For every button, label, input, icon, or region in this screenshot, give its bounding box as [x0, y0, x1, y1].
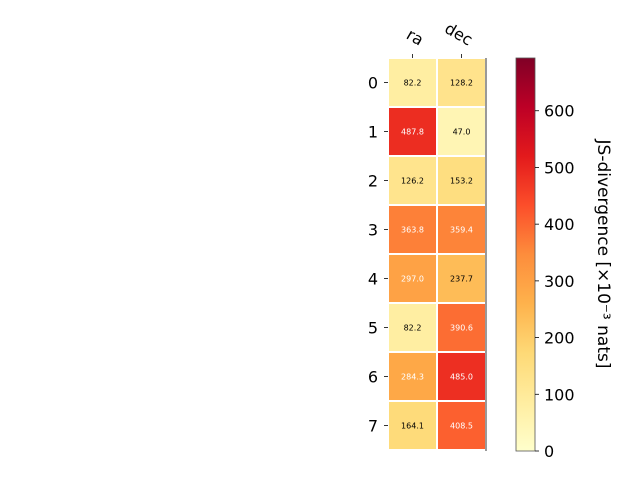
cell-value-label-7-0: 164.1	[401, 422, 424, 431]
cell-value-label-6-1: 485.0	[450, 373, 473, 382]
cell-value-label-3-0: 363.8	[401, 226, 424, 235]
cell-value-label-0-1: 128.2	[450, 79, 473, 88]
colorbar-tick-label-200: 200	[544, 329, 575, 348]
cell-value-label-4-0: 297.0	[401, 275, 424, 284]
row-label-2: 2	[368, 172, 378, 191]
colorbar-label: JS-divergence [×10⁻³ nats]	[593, 139, 613, 369]
row-label-1: 1	[368, 123, 378, 142]
row-label-3: 3	[368, 221, 378, 240]
row-label-6: 6	[368, 368, 378, 387]
heatmap-cell-5-1	[438, 304, 485, 351]
cell-value-label-7-1: 408.5	[450, 422, 473, 431]
heatmap-cell-0-1	[438, 59, 485, 106]
cell-value-label-4-1: 237.7	[450, 275, 473, 284]
heatmap-cell-4-1	[438, 255, 485, 302]
cell-value-label-1-1: 47.0	[453, 128, 471, 137]
column-label-ra: ra	[403, 25, 427, 50]
heatmap-cell-6-0	[389, 353, 436, 400]
heatmap-cell-7-1	[438, 402, 485, 449]
colorbar-tick-label-0: 0	[544, 442, 554, 461]
heatmap-cell-0-0	[389, 59, 436, 106]
colorbar: 0 100 200 300 400 500 600 JS-divergence [×10⁻³…	[515, 57, 613, 461]
heatmap-cell-7-0	[389, 402, 436, 449]
cell-value-label-1-0: 487.8	[401, 128, 424, 137]
column-label-dec: dec	[442, 19, 476, 50]
heatmap-cell-1-1	[438, 108, 485, 155]
colorbar-tick-label-300: 300	[544, 272, 575, 291]
row-axis: 0 1 2 3 4 5 6 7	[368, 74, 388, 436]
heatmap-cell-5-0	[389, 304, 436, 351]
colorbar-tick-label-100: 100	[544, 385, 575, 404]
colorbar-gradient	[515, 57, 536, 452]
cell-value-label-6-0: 284.3	[401, 373, 424, 382]
cell-value-label-0-0: 82.2	[404, 79, 422, 88]
heatmap-cell-2-1	[438, 157, 485, 204]
row-label-5: 5	[368, 319, 378, 338]
heatmap-cell-6-1	[438, 353, 485, 400]
colorbar-tick-label-400: 400	[544, 215, 575, 234]
cell-value-label-5-1: 390.6	[450, 324, 473, 333]
row-label-7: 7	[368, 417, 378, 436]
heatmap-cell-2-0	[389, 157, 436, 204]
cell-value-labels: 82.2 128.2 487.8 47.0 126.2 153.2 363.8 359.4 29…	[401, 79, 473, 431]
colorbar-tick-label-600: 600	[544, 102, 575, 121]
cell-value-label-3-1: 359.4	[450, 226, 473, 235]
heatmap-cell-4-0	[389, 255, 436, 302]
row-label-0: 0	[368, 74, 378, 93]
heatmap-cell-1-0	[389, 108, 436, 155]
column-axis: ra dec	[403, 19, 476, 58]
colorbar-ticks: 0 100 200 300 400 500 600	[535, 102, 575, 461]
colorbar-tick-label-500: 500	[544, 158, 575, 177]
cell-value-label-2-1: 153.2	[450, 177, 473, 186]
cell-value-label-5-0: 82.2	[404, 324, 422, 333]
heatmap-cell-3-1	[438, 206, 485, 253]
cell-value-label-2-0: 126.2	[401, 177, 424, 186]
heatmap-cell-3-0	[389, 206, 436, 253]
row-label-4: 4	[368, 270, 378, 289]
heatmap-cells	[389, 59, 485, 449]
